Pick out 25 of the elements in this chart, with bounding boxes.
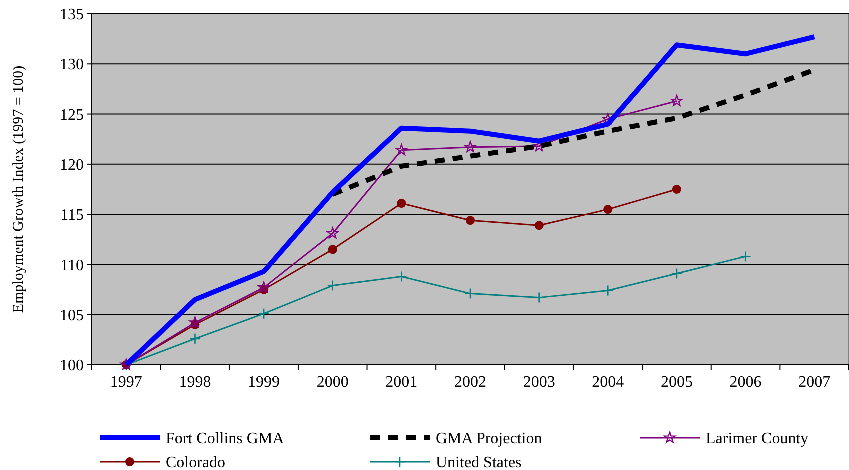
legend-label: Larimer County	[706, 430, 809, 448]
y-tick-label: 125	[60, 106, 84, 124]
y-tick-label: 115	[60, 207, 84, 224]
y-tick-label: 100	[60, 358, 84, 375]
x-tick-label: 2004	[592, 374, 624, 391]
legend-label: United States	[436, 454, 522, 470]
legend-label: Colorado	[166, 454, 226, 470]
x-tick-label: 1999	[248, 374, 280, 391]
x-tick-label: 2006	[730, 374, 762, 391]
y-tick-label: 105	[60, 307, 84, 324]
x-tick-label: 2005	[660, 374, 693, 391]
y-tick-label: 130	[60, 56, 84, 74]
x-tick-label: 2002	[454, 374, 486, 391]
y-tick-label: 135	[60, 6, 84, 24]
y-axis-title: Employment Growth Index (1997 = 100)	[11, 66, 27, 314]
y-tick-label: 110	[60, 257, 84, 274]
legend-label: Fort Collins GMA	[166, 430, 285, 448]
x-tick-label: 2000	[316, 374, 349, 391]
x-tick-label: 1997	[110, 374, 142, 391]
x-tick-label: 1998	[179, 374, 212, 391]
y-tick-label: 120	[60, 157, 84, 174]
legend-label: GMA Projection	[436, 430, 542, 448]
x-tick-label: 2003	[523, 374, 556, 391]
x-tick-label: 2007	[798, 374, 831, 391]
x-tick-label: 2001	[386, 374, 418, 391]
